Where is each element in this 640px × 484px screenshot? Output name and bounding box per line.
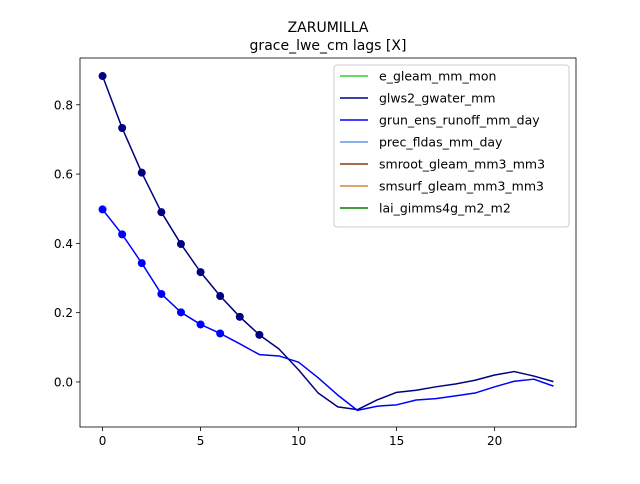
data-point-grun_ens_runoff_mm_day (137, 259, 146, 268)
y-tick-label: 0.0 (54, 375, 73, 389)
x-tick-label: 10 (291, 434, 306, 448)
y-tick-label: 0.8 (54, 98, 73, 112)
y-tick-label: 0.2 (54, 306, 73, 320)
legend-label-smroot_gleam_mm3_mm3: smroot_gleam_mm3_mm3 (379, 157, 545, 172)
legend-label-lai_gimms4g_m2_m2: lai_gimms4g_m2_m2 (379, 201, 511, 216)
data-point-grun_ens_runoff_mm_day (98, 205, 107, 214)
data-point-glws2_gwater_mm (255, 330, 264, 339)
series-line-grun_ens_runoff_mm_day (101, 208, 554, 412)
y-tick-label: 0.6 (54, 168, 73, 182)
legend-label-smsurf_gleam_mm3_mm3: smsurf_gleam_mm3_mm3 (379, 179, 544, 194)
plot-area (98, 72, 554, 412)
data-point-glws2_gwater_mm (176, 240, 185, 249)
data-point-glws2_gwater_mm (157, 208, 166, 217)
x-tick-label: 5 (197, 434, 205, 448)
data-point-grun_ens_runoff_mm_day (157, 289, 166, 298)
legend-label-grun_ens_runoff_mm_day: grun_ens_runoff_mm_day (379, 113, 540, 128)
x-tick-label: 15 (389, 434, 404, 448)
data-point-grun_ens_runoff_mm_day (196, 320, 205, 329)
data-point-grun_ens_runoff_mm_day (176, 308, 185, 317)
series-line-glws2_gwater_mm (101, 75, 554, 411)
chart-subtitle: grace_lwe_cm lags [X] (250, 38, 407, 54)
legend-label-e_gleam_mm_mon: e_gleam_mm_mon (379, 69, 496, 84)
data-point-grun_ens_runoff_mm_day (118, 230, 127, 239)
data-point-glws2_gwater_mm (137, 168, 146, 177)
chart-title: ZARUMILLA (288, 20, 369, 36)
legend-label-glws2_gwater_mm: glws2_gwater_mm (379, 91, 496, 106)
axes-frame (79, 57, 577, 428)
data-point-glws2_gwater_mm (118, 123, 127, 132)
data-point-glws2_gwater_mm (196, 268, 205, 277)
data-point-glws2_gwater_mm (98, 72, 107, 81)
legend-box (333, 64, 570, 228)
legend: e_gleam_mm_mon glws2_gwater_mm grun_ens_ru… (333, 64, 570, 228)
x-tick-label: 20 (487, 434, 502, 448)
y-tick-label: 0.4 (54, 237, 73, 251)
axes: 0 5 10 15 20 0.0 0.2 0.4 0.6 0.8 (54, 57, 577, 448)
data-point-grun_ens_runoff_mm_day (216, 329, 225, 338)
data-point-glws2_gwater_mm (216, 292, 225, 301)
legend-label-prec_fldas_mm_day: prec_fldas_mm_day (379, 135, 503, 150)
data-point-glws2_gwater_mm (235, 312, 244, 321)
x-tick-label: 0 (99, 434, 107, 448)
